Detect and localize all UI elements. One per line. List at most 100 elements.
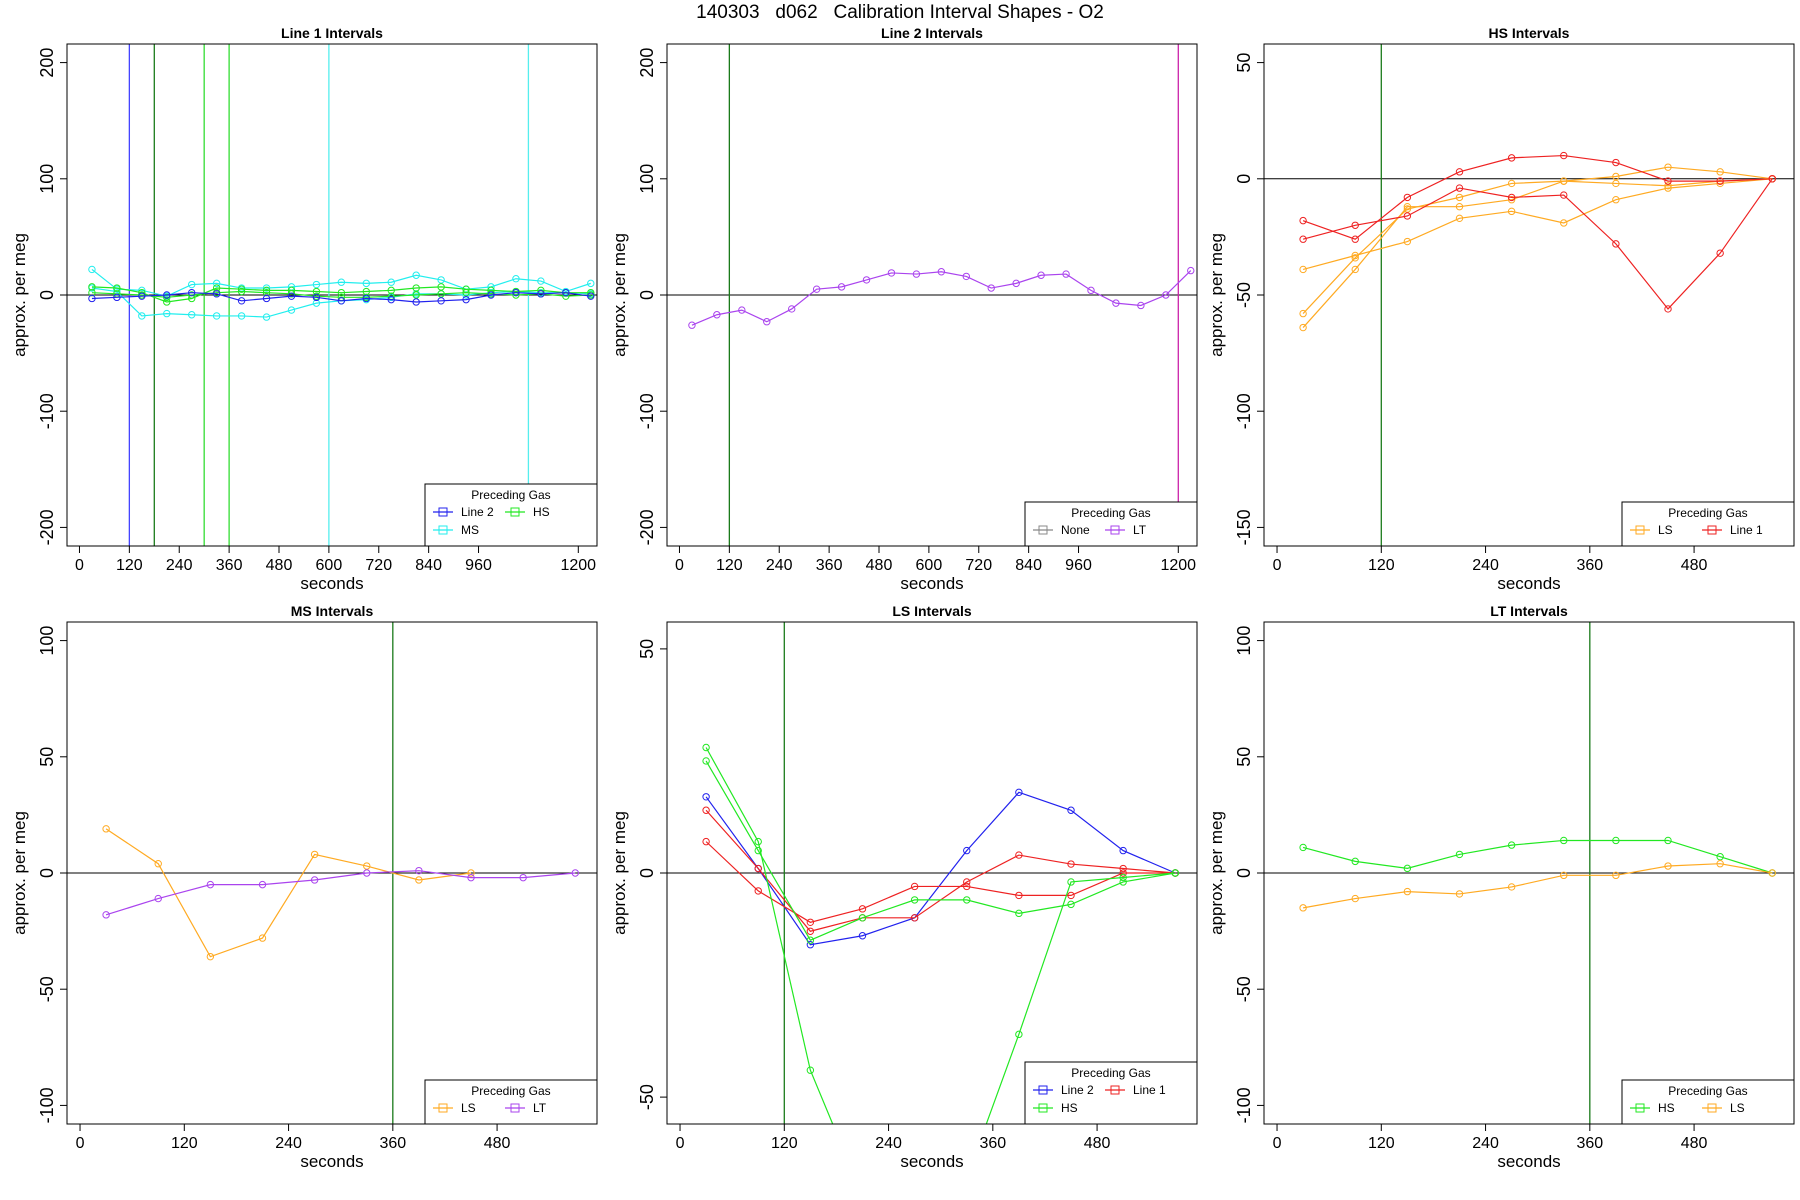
series-line-ms [91,268,591,297]
y-tick-label: 200 [637,48,657,78]
series-line-ls [1302,178,1773,271]
data-point [1664,163,1672,171]
data-point [1037,271,1045,279]
series-line-ls [1302,178,1773,315]
plot-area [1264,44,1794,546]
data-point [1403,205,1412,213]
data-point [412,298,420,306]
data-point [587,292,595,300]
data-point [1560,871,1568,880]
data-point [1507,179,1516,188]
data-point [1455,214,1464,223]
data-point [964,1175,970,1181]
data-point [437,297,445,305]
y-tick-label: 100 [37,164,57,194]
data-point [467,869,475,877]
x-tick-label: 360 [1576,557,1603,574]
legend-title: Preceding Gas [471,1084,550,1098]
data-point [754,846,762,855]
series-line-line-1 [1302,154,1773,240]
data-point [312,293,321,302]
legend-entry-none: None [1061,523,1090,537]
data-point [1112,299,1120,307]
panel-title: LS Intervals [892,603,972,619]
data-point [362,279,370,288]
y-tick-label: -100 [37,1087,57,1123]
x-tick-label: 480 [866,557,893,574]
data-point [88,265,96,274]
data-point [163,298,171,306]
data-point [1403,887,1412,896]
data-point [571,869,579,877]
data-point [1664,862,1672,870]
data-point [138,286,146,295]
series-line-hs [1302,839,1773,874]
data-point [1612,172,1620,181]
data-point [1299,323,1307,332]
data-point [1351,235,1359,243]
data-point [688,321,696,329]
legend: Preceding Gas LS LT [424,1079,598,1125]
data-point [702,837,710,846]
data-point [138,312,146,320]
data-point [962,272,970,281]
y-tick-label: 0 [637,868,657,878]
data-point [910,882,919,891]
series-line-lt [105,870,576,916]
data-point [258,880,267,889]
data-point [910,914,919,922]
y-tick-label: 50 [637,639,657,659]
data-point [412,284,420,292]
x-axis-label: seconds [1497,574,1560,593]
y-tick-label: 100 [1234,626,1254,656]
x-tick-label: 600 [316,557,343,574]
series-line-hs [705,747,1176,1124]
x-tick-label: 480 [1681,1135,1708,1152]
legend-title: Preceding Gas [1071,1066,1150,1080]
data-point [713,311,721,319]
data-point [1067,806,1075,814]
series-line-hs [91,286,591,303]
plot-box [666,621,1198,1125]
legend-swatch-marker [1110,1085,1120,1095]
data-point [287,292,296,300]
legend-title: Preceding Gas [1668,506,1747,520]
plot-area [67,44,597,546]
data-point [262,313,271,321]
y-tick-label: -100 [637,393,657,429]
data-point [188,280,196,289]
x-tick-label: 840 [1015,557,1042,574]
x-tick-label: 120 [116,557,143,574]
data-point [310,850,319,859]
data-point [702,743,710,752]
plot-box [1263,621,1795,1125]
series-line-hs [705,760,1176,941]
chart-panel-ms-intervals: MS Intervals 0 120 240 360 480 -100 -50 0 50 100 se… [10,603,598,1171]
data-point [1716,249,1724,257]
legend-entry-line-1: Line 1 [1133,1083,1166,1097]
data-point [1351,251,1359,260]
x-tick-label: 240 [766,557,793,574]
series-line-lt [691,270,1192,326]
data-point [862,276,871,284]
legend-box [424,1079,598,1125]
data-point [1455,890,1464,898]
data-point [363,862,371,870]
data-point [1455,193,1464,202]
data-point [963,896,971,904]
data-point [188,311,196,319]
data-point [1612,836,1620,845]
panel-title: HS Intervals [1489,25,1570,41]
y-tick-label: -200 [637,509,657,545]
plot-box [1263,43,1795,547]
data-point [1612,158,1620,167]
data-point [1299,235,1307,243]
legend-title: Preceding Gas [471,488,550,502]
data-point [806,927,815,935]
data-point [963,846,971,855]
data-point [1560,836,1568,845]
y-tick-label: 50 [1234,747,1254,767]
data-point [1507,154,1516,162]
data-point [1612,196,1620,204]
plot-area [667,44,1197,546]
